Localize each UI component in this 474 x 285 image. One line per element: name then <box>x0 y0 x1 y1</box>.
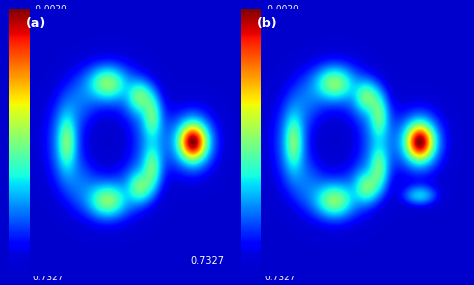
Text: 0.7327: 0.7327 <box>190 256 224 266</box>
Text: (b): (b) <box>257 17 278 30</box>
Text: (a): (a) <box>26 17 46 30</box>
